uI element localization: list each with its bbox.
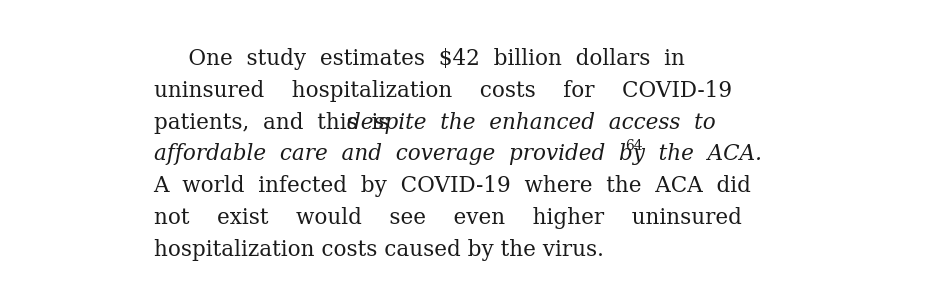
Text: 64: 64	[625, 139, 643, 153]
Text: One  study  estimates  $42  billion  dollars  in: One study estimates $42 billion dollars …	[154, 48, 685, 70]
Text: affordable  care  and  coverage  provided  by  the  ACA.: affordable care and coverage provided by…	[154, 144, 762, 166]
Text: despite  the  enhanced  access  to: despite the enhanced access to	[347, 112, 716, 134]
Text: A  world  infected  by  COVID-19  where  the  ACA  did: A world infected by COVID-19 where the A…	[154, 175, 751, 197]
Text: not    exist    would    see    even    higher    uninsured: not exist would see even higher uninsure…	[154, 207, 741, 229]
Text: patients,  and  this  is: patients, and this is	[154, 112, 402, 134]
Text: hospitalization costs caused by the virus.: hospitalization costs caused by the viru…	[154, 239, 603, 261]
Text: uninsured    hospitalization    costs    for    COVID-19: uninsured hospitalization costs for COVI…	[154, 80, 732, 102]
